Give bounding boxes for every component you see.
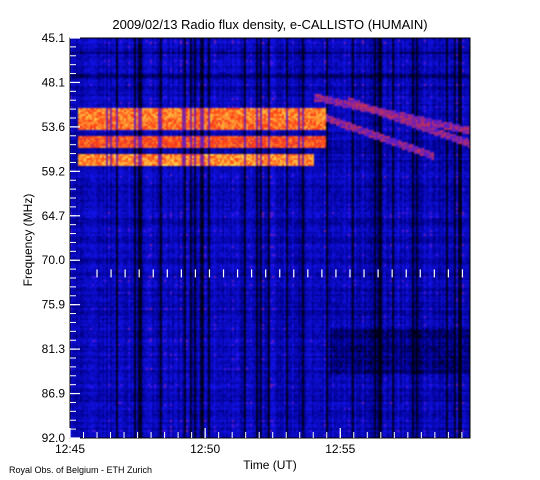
chart-title: 2009/02/13 Radio flux density, e-CALLIST… (112, 17, 428, 32)
y-tick-label: 81.3 (42, 342, 66, 356)
spectrogram-image (70, 38, 470, 438)
x-axis-label: Time (UT) (243, 458, 297, 472)
x-tick-label: 12:55 (325, 442, 355, 456)
spectrogram-plot-area (70, 38, 470, 438)
y-tick-label: 70.0 (42, 253, 66, 267)
y-tick-label: 75.9 (42, 298, 66, 312)
y-tick-label: 59.2 (42, 164, 66, 178)
y-tick-label: 86.9 (42, 387, 66, 401)
x-tick-label: 12:45 (55, 442, 85, 456)
credit-text: Royal Obs. of Belgium - ETH Zurich (9, 465, 153, 475)
y-axis-label: Frequency (MHz) (21, 193, 35, 287)
y-tick-label: 64.7 (42, 209, 66, 223)
x-tick-label: 12:50 (190, 442, 220, 456)
y-tick-label: 92.0 (42, 431, 66, 445)
y-tick-label: 48.1 (42, 75, 66, 89)
y-tick-label: 53.6 (42, 120, 66, 134)
y-tick-label: 45.1 (42, 31, 66, 45)
axes: 45.1 48.1 53.6 59.2 64.7 70.0 75.9 81.3 86.9 92.0… (42, 31, 471, 456)
plot-frame (69, 37, 471, 439)
